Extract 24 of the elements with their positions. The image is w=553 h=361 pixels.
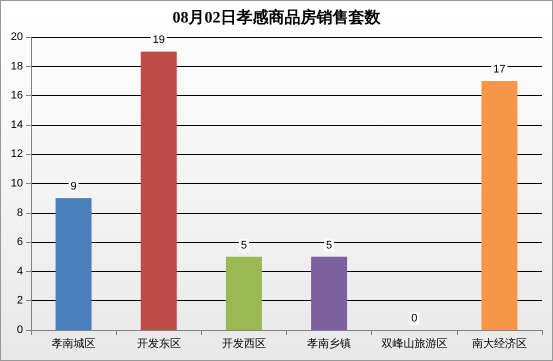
y-tick-label: 20: [10, 31, 23, 43]
y-tick-label: 4: [16, 265, 23, 278]
data-label: 5: [240, 239, 247, 252]
chart-title: 08月02日孝感商品房销售套数: [172, 8, 382, 26]
x-tick-label: 孝南乡镇: [307, 337, 352, 350]
x-tick-label: 南大经济区: [472, 337, 527, 350]
y-tick-label: 0: [16, 324, 23, 336]
y-tick-label: 18: [10, 60, 23, 72]
y-tick-label: 8: [16, 206, 23, 219]
data-label: 0: [411, 312, 418, 324]
x-tick-label: 双峰山旅游区: [381, 337, 448, 350]
y-tick-label: 16: [10, 90, 23, 102]
data-label: 19: [152, 34, 165, 46]
x-tick-label: 开发西区: [222, 337, 266, 350]
x-tick-label: 开发东区: [136, 337, 181, 350]
data-label: 17: [493, 63, 506, 76]
y-tick-label: 10: [10, 178, 23, 190]
y-tick-label: 6: [16, 236, 23, 248]
x-tick-label: 孝南城区: [52, 337, 96, 350]
y-tick-label: 14: [10, 118, 23, 131]
y-tick-label: 12: [10, 148, 23, 160]
data-label: 9: [70, 180, 77, 193]
data-label: 5: [326, 239, 332, 252]
y-tick-label: 2: [16, 294, 23, 307]
